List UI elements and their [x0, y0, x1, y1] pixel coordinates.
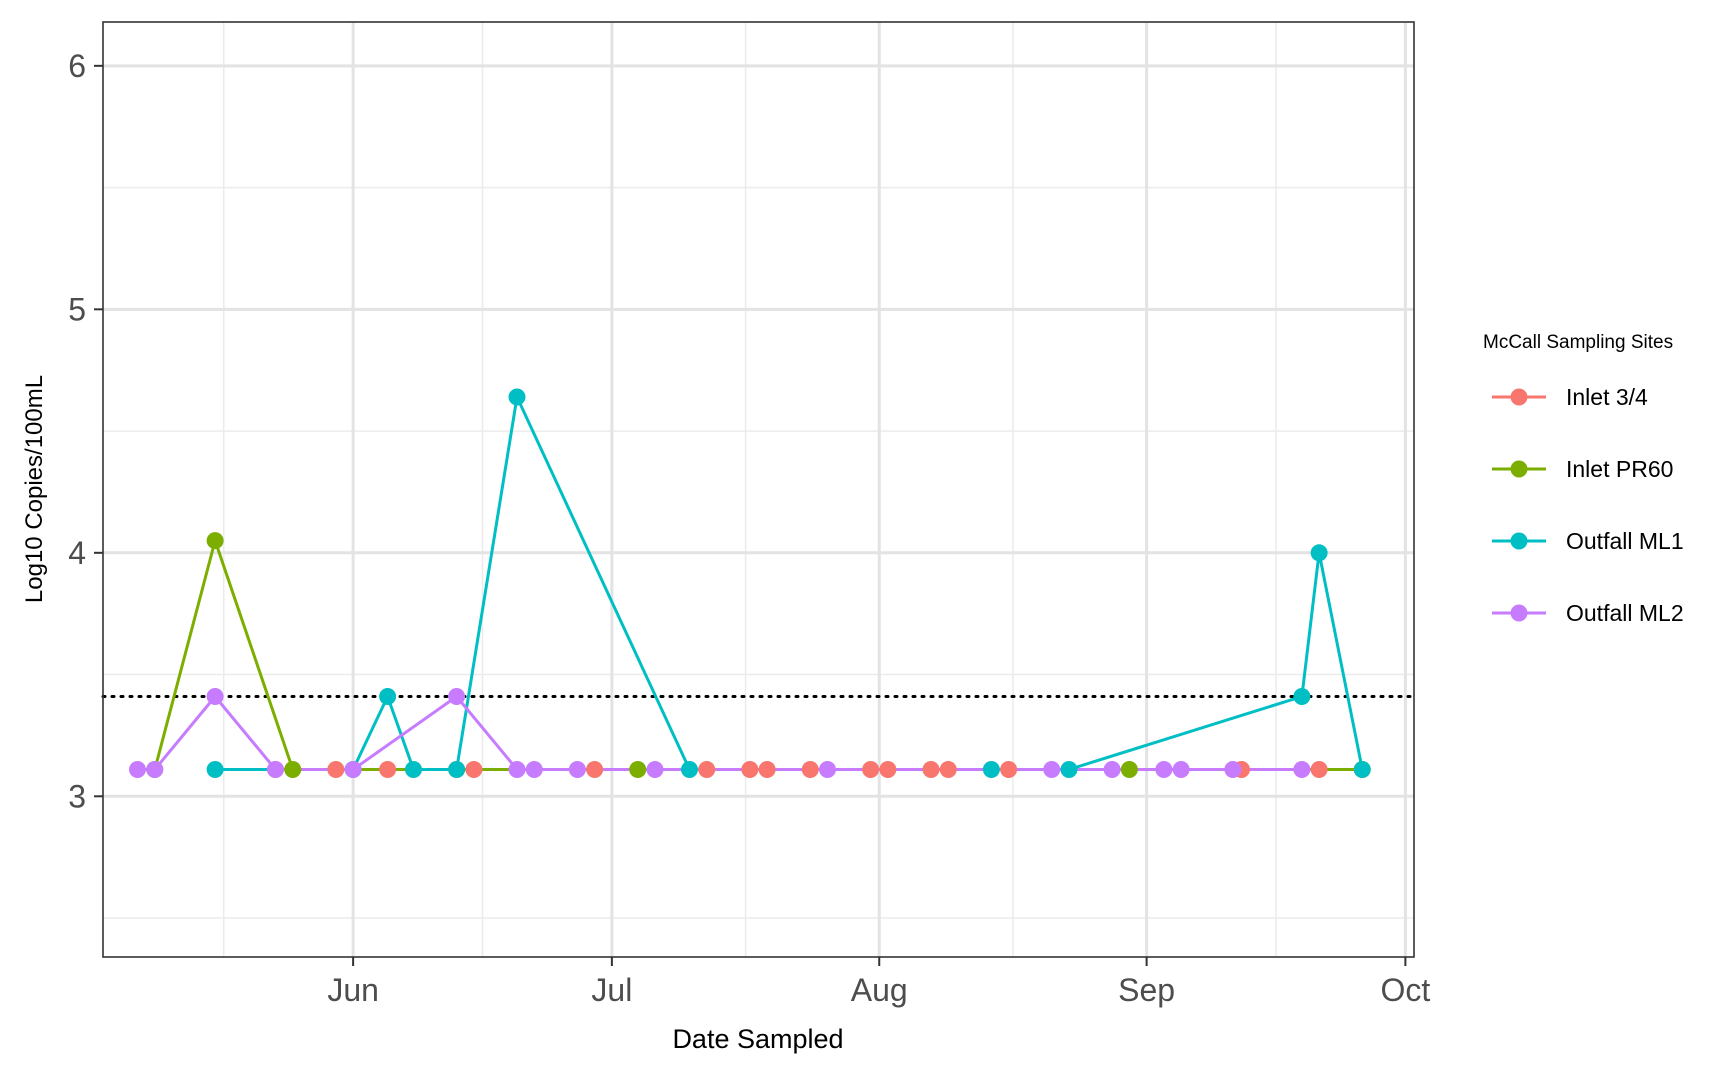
- data-point: [646, 761, 664, 779]
- data-point: [698, 761, 716, 779]
- data-point: [1224, 761, 1242, 779]
- data-point: [508, 761, 526, 779]
- y-tick-label: 3: [68, 778, 86, 814]
- data-point: [129, 761, 146, 779]
- series-layer: [129, 388, 1371, 779]
- data-point: [465, 761, 483, 779]
- legend-label: Inlet PR60: [1566, 456, 1673, 482]
- data-point: [741, 761, 759, 779]
- data-point: [862, 761, 880, 779]
- data-point: [344, 761, 362, 779]
- plot-panel-border: [102, 21, 1415, 958]
- legend-label: Outfall ML2: [1566, 600, 1684, 626]
- data-point: [758, 761, 776, 779]
- x-axis: Jun Jul Aug Sep Oct: [327, 957, 1430, 1008]
- series-line: [215, 395, 1364, 771]
- legend-label: Inlet 3/4: [1566, 384, 1648, 410]
- data-point: [284, 761, 302, 779]
- data-point: [586, 761, 604, 779]
- data-point: [508, 388, 526, 406]
- data-point: [939, 761, 957, 779]
- data-point: [681, 761, 698, 779]
- data-point: [1103, 761, 1121, 779]
- data-point: [801, 761, 819, 779]
- data-point: [819, 761, 836, 779]
- data-point: [629, 761, 647, 779]
- data-point: [448, 687, 466, 705]
- data-point: [267, 761, 284, 779]
- data-point: [525, 761, 543, 779]
- data-point: [206, 761, 224, 779]
- x-tick-label: Oct: [1380, 972, 1430, 1008]
- data-point: [146, 761, 164, 779]
- data-point: [206, 532, 224, 550]
- legend-key-point: [1510, 388, 1528, 406]
- data-point: [1293, 761, 1311, 779]
- x-tick-label: Sep: [1118, 972, 1175, 1008]
- data-point: [1293, 687, 1311, 705]
- legend-items: Inlet 3/4 Inlet PR60 Outfall ML1 Outfall ML…: [1492, 384, 1684, 626]
- y-tick-label: 6: [68, 48, 86, 84]
- data-point: [1120, 761, 1138, 779]
- x-tick-label: Jul: [591, 972, 632, 1008]
- data-point: [568, 761, 586, 779]
- data-point: [448, 761, 466, 779]
- x-tick-label: Aug: [851, 972, 908, 1008]
- data-point: [982, 761, 1000, 779]
- data-point: [379, 761, 397, 779]
- y-tick-label: 4: [68, 535, 86, 571]
- data-point: [327, 761, 345, 779]
- legend-key-point: [1510, 604, 1528, 622]
- y-axis-title: Log10 Copies/100mL: [21, 375, 48, 603]
- data-point: [379, 687, 397, 705]
- data-point: [1000, 761, 1018, 779]
- legend-key-point: [1510, 460, 1528, 478]
- data-point: [1172, 761, 1190, 779]
- data-point: [1310, 544, 1328, 562]
- data-point: [1155, 761, 1173, 779]
- data-point: [1060, 761, 1078, 779]
- legend: McCall Sampling Sites Inlet 3/4 Inlet PR6…: [1483, 332, 1684, 626]
- legend-key-point: [1510, 532, 1528, 550]
- data-point: [879, 761, 897, 779]
- y-tick-label: 5: [68, 291, 86, 327]
- y-axis: 3 4 5 6: [68, 48, 103, 814]
- major-gridlines: [103, 22, 1414, 957]
- data-point: [1353, 761, 1371, 779]
- data-point: [922, 761, 940, 779]
- data-point: [1310, 761, 1328, 779]
- data-point: [206, 687, 224, 705]
- legend-label: Outfall ML1: [1566, 528, 1684, 554]
- x-tick-label: Jun: [327, 972, 379, 1008]
- legend-title: McCall Sampling Sites: [1483, 332, 1673, 353]
- x-axis-title: Date Sampled: [672, 1024, 843, 1054]
- minor-gridlines: [103, 22, 1414, 957]
- data-point: [1043, 761, 1061, 779]
- data-point: [405, 761, 422, 779]
